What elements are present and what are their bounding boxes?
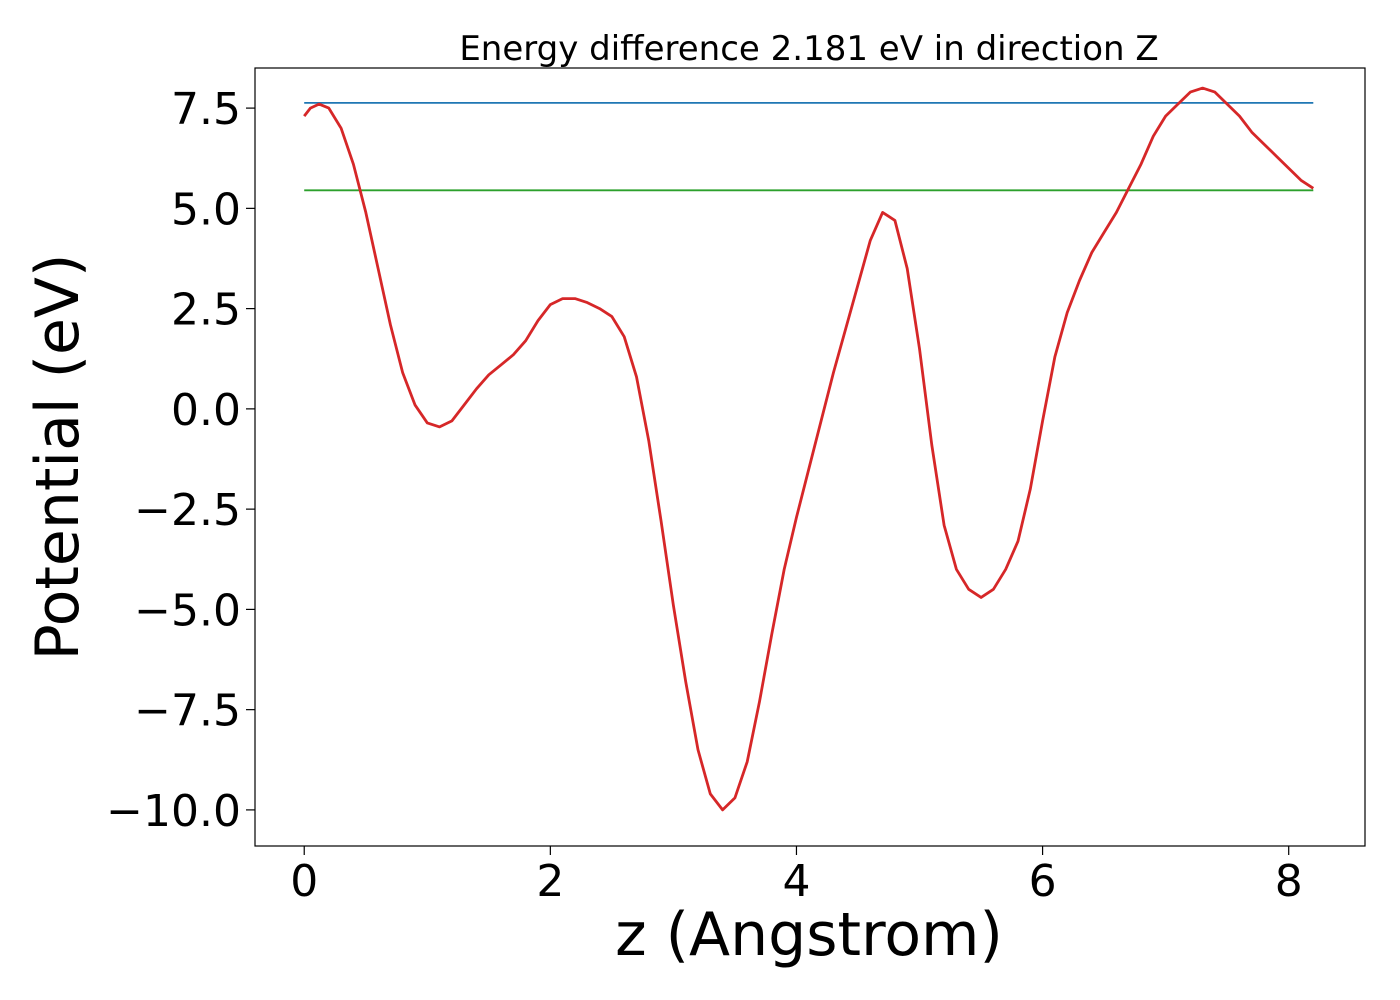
y-tick-label: −2.5 xyxy=(134,485,241,536)
y-tick-label: 5.0 xyxy=(171,184,241,235)
y-tick-label: 0.0 xyxy=(171,385,241,436)
x-axis: 0 2 4 6 8 xyxy=(290,846,1303,907)
series-layer xyxy=(303,86,1315,812)
x-tick-label: 2 xyxy=(536,856,564,907)
x-tick-label: 6 xyxy=(1029,856,1057,907)
x-axis-label: z (Angstrom) xyxy=(615,900,1003,970)
plot-area-frame xyxy=(254,67,1366,847)
x-tick-label: 0 xyxy=(290,856,318,907)
y-axis-label: Potential (eV) xyxy=(23,254,93,661)
y-tick-label: −10.0 xyxy=(106,786,241,837)
y-tick-label: −5.0 xyxy=(134,585,241,636)
series-line-potential xyxy=(303,86,1315,812)
chart-title: Energy difference 2.181 eV in direction … xyxy=(459,29,1158,69)
y-tick-label: −7.5 xyxy=(134,686,241,737)
x-tick-label: 4 xyxy=(782,856,810,907)
y-tick-label: 2.5 xyxy=(171,285,241,336)
y-tick-label: 7.5 xyxy=(171,84,241,135)
y-axis: 7.5 5.0 2.5 0.0 −2.5 −5.0 −7.5 −10.0 xyxy=(106,84,255,837)
x-tick-label: 8 xyxy=(1275,856,1303,907)
